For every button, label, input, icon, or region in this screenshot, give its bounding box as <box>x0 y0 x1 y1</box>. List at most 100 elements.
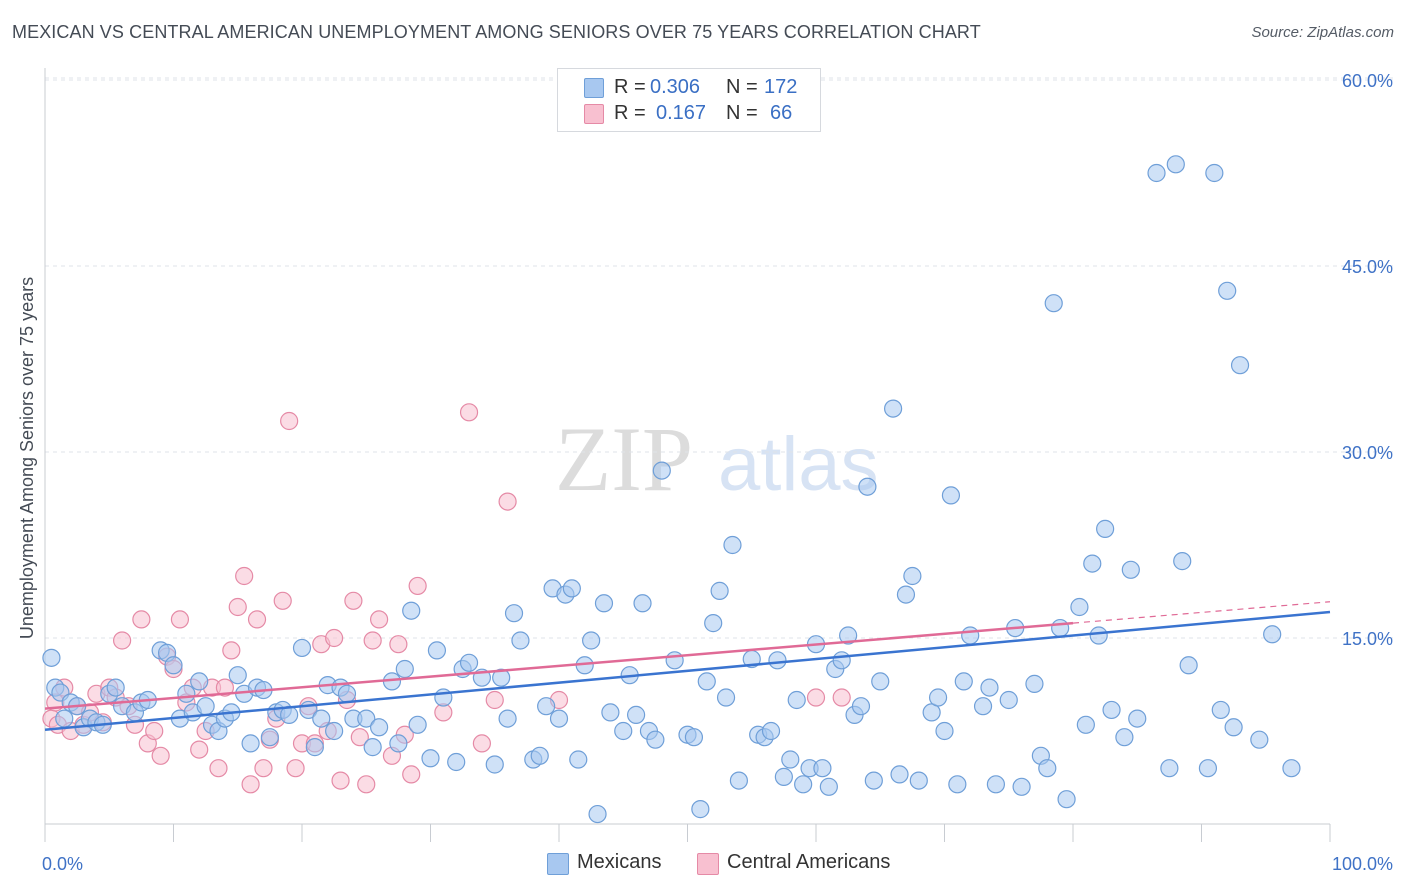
mexicans-trend-line <box>44 610 1331 732</box>
mexicans-point <box>447 752 466 772</box>
mexicans-point <box>973 697 993 716</box>
mexicans-point <box>716 688 736 707</box>
mexicans-point <box>903 566 922 586</box>
central-point <box>498 492 517 511</box>
central-point <box>832 688 851 707</box>
mexicans-point <box>864 771 883 790</box>
mexicans-point <box>646 730 665 749</box>
mexicans-point <box>588 804 607 824</box>
central-point <box>190 740 209 759</box>
central-point <box>350 728 369 747</box>
mexicans-point <box>980 678 999 697</box>
mexicans-point <box>228 666 247 685</box>
mexicans-point <box>832 651 851 670</box>
mexicans-point <box>774 767 793 786</box>
mexicans-point <box>55 709 74 728</box>
mexicans-point <box>1250 730 1269 749</box>
mexicans-point <box>614 721 633 741</box>
source-label: Source: ZipAtlas.com <box>1251 24 1394 41</box>
bottom-swatch-central <box>697 853 719 875</box>
mexicans-point <box>421 749 440 768</box>
mexicans-point <box>633 594 652 613</box>
mexicans-point <box>1128 709 1147 728</box>
mexicans-point <box>794 775 813 794</box>
mexicans-point <box>909 771 928 790</box>
legend-n-central: 66 <box>770 102 793 124</box>
mexicans-point <box>363 738 382 757</box>
mexicans-point <box>986 775 1006 794</box>
mexicans-point <box>1160 759 1179 778</box>
bottom-label-central: Central Americans <box>727 851 891 873</box>
legend-r-mexicans: 0.306 <box>650 76 701 98</box>
mexicans-point <box>1025 674 1044 693</box>
mexicans-point <box>858 477 877 496</box>
mexicans-point <box>1038 759 1057 778</box>
mexicans-point <box>819 777 838 796</box>
legend-box: R = 0.306 N = 172 R = 0.167 N = 66 <box>557 68 821 132</box>
mexicans-point <box>961 626 980 645</box>
mexicans-point <box>704 614 723 633</box>
y-tick-label: 60.0% <box>1342 71 1393 91</box>
legend-r-label: R = <box>614 102 646 124</box>
central-point <box>235 566 254 586</box>
mexicans-point <box>190 672 209 691</box>
central-point <box>806 688 826 707</box>
central-point <box>331 771 350 790</box>
mexicans-point <box>1121 560 1140 579</box>
mexicans-point <box>370 718 389 737</box>
mexicans-point <box>723 535 742 555</box>
mexicans-point <box>896 585 916 604</box>
mexicans-point <box>1057 790 1076 809</box>
central-trend-line <box>44 621 1074 710</box>
mexicans-point <box>492 668 511 687</box>
mexicans-point <box>594 594 614 613</box>
y-tick-label: 15.0% <box>1342 629 1393 649</box>
mexicans-point <box>325 721 344 741</box>
mexicans-point <box>106 678 125 697</box>
mexicans-point <box>395 659 414 679</box>
mexicans-point <box>999 690 1018 710</box>
mexicans-point <box>357 709 376 728</box>
mexicans-point <box>871 672 890 691</box>
mexicans-point <box>851 697 871 716</box>
mexicans-point <box>1218 281 1237 300</box>
central-point <box>254 759 273 778</box>
central-point <box>132 610 151 629</box>
mexicans-point <box>665 651 684 670</box>
central-point <box>215 678 234 697</box>
mexicans-point <box>729 771 749 790</box>
mexicans-point <box>305 738 324 757</box>
central-trend-extension <box>1072 601 1331 624</box>
mexicans-point <box>768 651 787 670</box>
mexicans-point <box>177 684 196 703</box>
central-point <box>389 635 408 654</box>
mexicans-point <box>1012 777 1031 796</box>
mexicans-point <box>1173 552 1192 571</box>
mexicans-point <box>1096 519 1115 538</box>
mexicans-point <box>42 648 61 667</box>
y-tick-label: 45.0% <box>1342 257 1393 277</box>
mexicans-point <box>883 399 903 418</box>
central-point <box>151 746 170 765</box>
legend-swatch-mexicans <box>584 78 604 98</box>
mexicans-point <box>691 800 710 819</box>
mexicans-point <box>1282 759 1301 778</box>
mexicans-point <box>761 721 781 741</box>
legend-n-label: N = <box>726 102 758 124</box>
mexicans-point <box>1076 715 1095 734</box>
central-point <box>402 765 421 784</box>
central-point <box>357 775 376 794</box>
central-point <box>286 759 305 778</box>
mexicans-point <box>1224 718 1243 737</box>
mexicans-point <box>928 688 948 707</box>
central-point <box>228 597 247 617</box>
mexicans-point <box>1044 294 1063 313</box>
mexicans-point <box>337 684 357 703</box>
central-point <box>247 610 267 629</box>
y-axis-title: Unemployment Among Seniors over 75 years <box>17 277 37 639</box>
mexicans-point <box>569 750 588 769</box>
mexicans-point <box>1211 700 1230 720</box>
central-point <box>344 591 363 610</box>
mexicans-point <box>504 604 524 623</box>
mexicans-point <box>1070 597 1089 617</box>
